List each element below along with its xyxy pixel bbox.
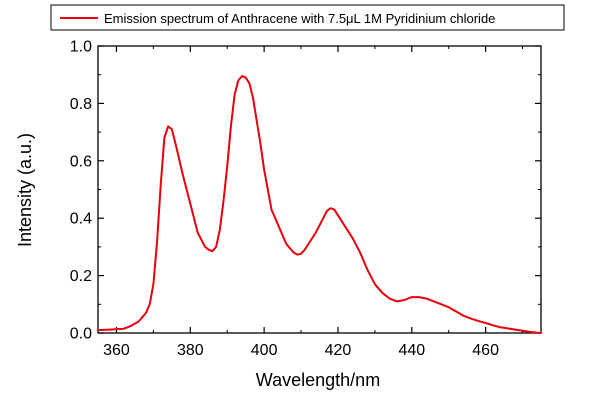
x-tick-label: 380 (177, 342, 204, 359)
x-tick-label: 420 (325, 342, 352, 359)
x-tick-label: 460 (472, 342, 499, 359)
legend-box (50, 4, 565, 31)
marks-layer: 360 380 400 420 440 460 0.0 0.2 0.4 0.6 0.8 1.0 (70, 39, 542, 359)
y-tick-label: 0.8 (70, 96, 92, 113)
y-tick-label: 0.4 (70, 211, 92, 228)
series-line (97, 75, 542, 334)
plot-frame (97, 45, 542, 334)
x-tick-label: 440 (398, 342, 425, 359)
x-tick-label: 400 (251, 342, 278, 359)
legend-label: Emission spectrum of Anthracene with 7.5… (104, 11, 495, 26)
legend: Emission spectrum of Anthracene with 7.5… (50, 4, 565, 31)
y-tick-label: 0.2 (70, 268, 92, 285)
x-axis-title: Wavelength/nm (256, 370, 380, 390)
y-tick-label: 0.0 (70, 326, 92, 343)
x-tick-label: 360 (103, 342, 130, 359)
y-tick-label: 1.0 (70, 39, 92, 56)
y-axis-title: Intensity (a.u.) (15, 133, 35, 247)
y-tick-label: 0.6 (70, 153, 92, 170)
